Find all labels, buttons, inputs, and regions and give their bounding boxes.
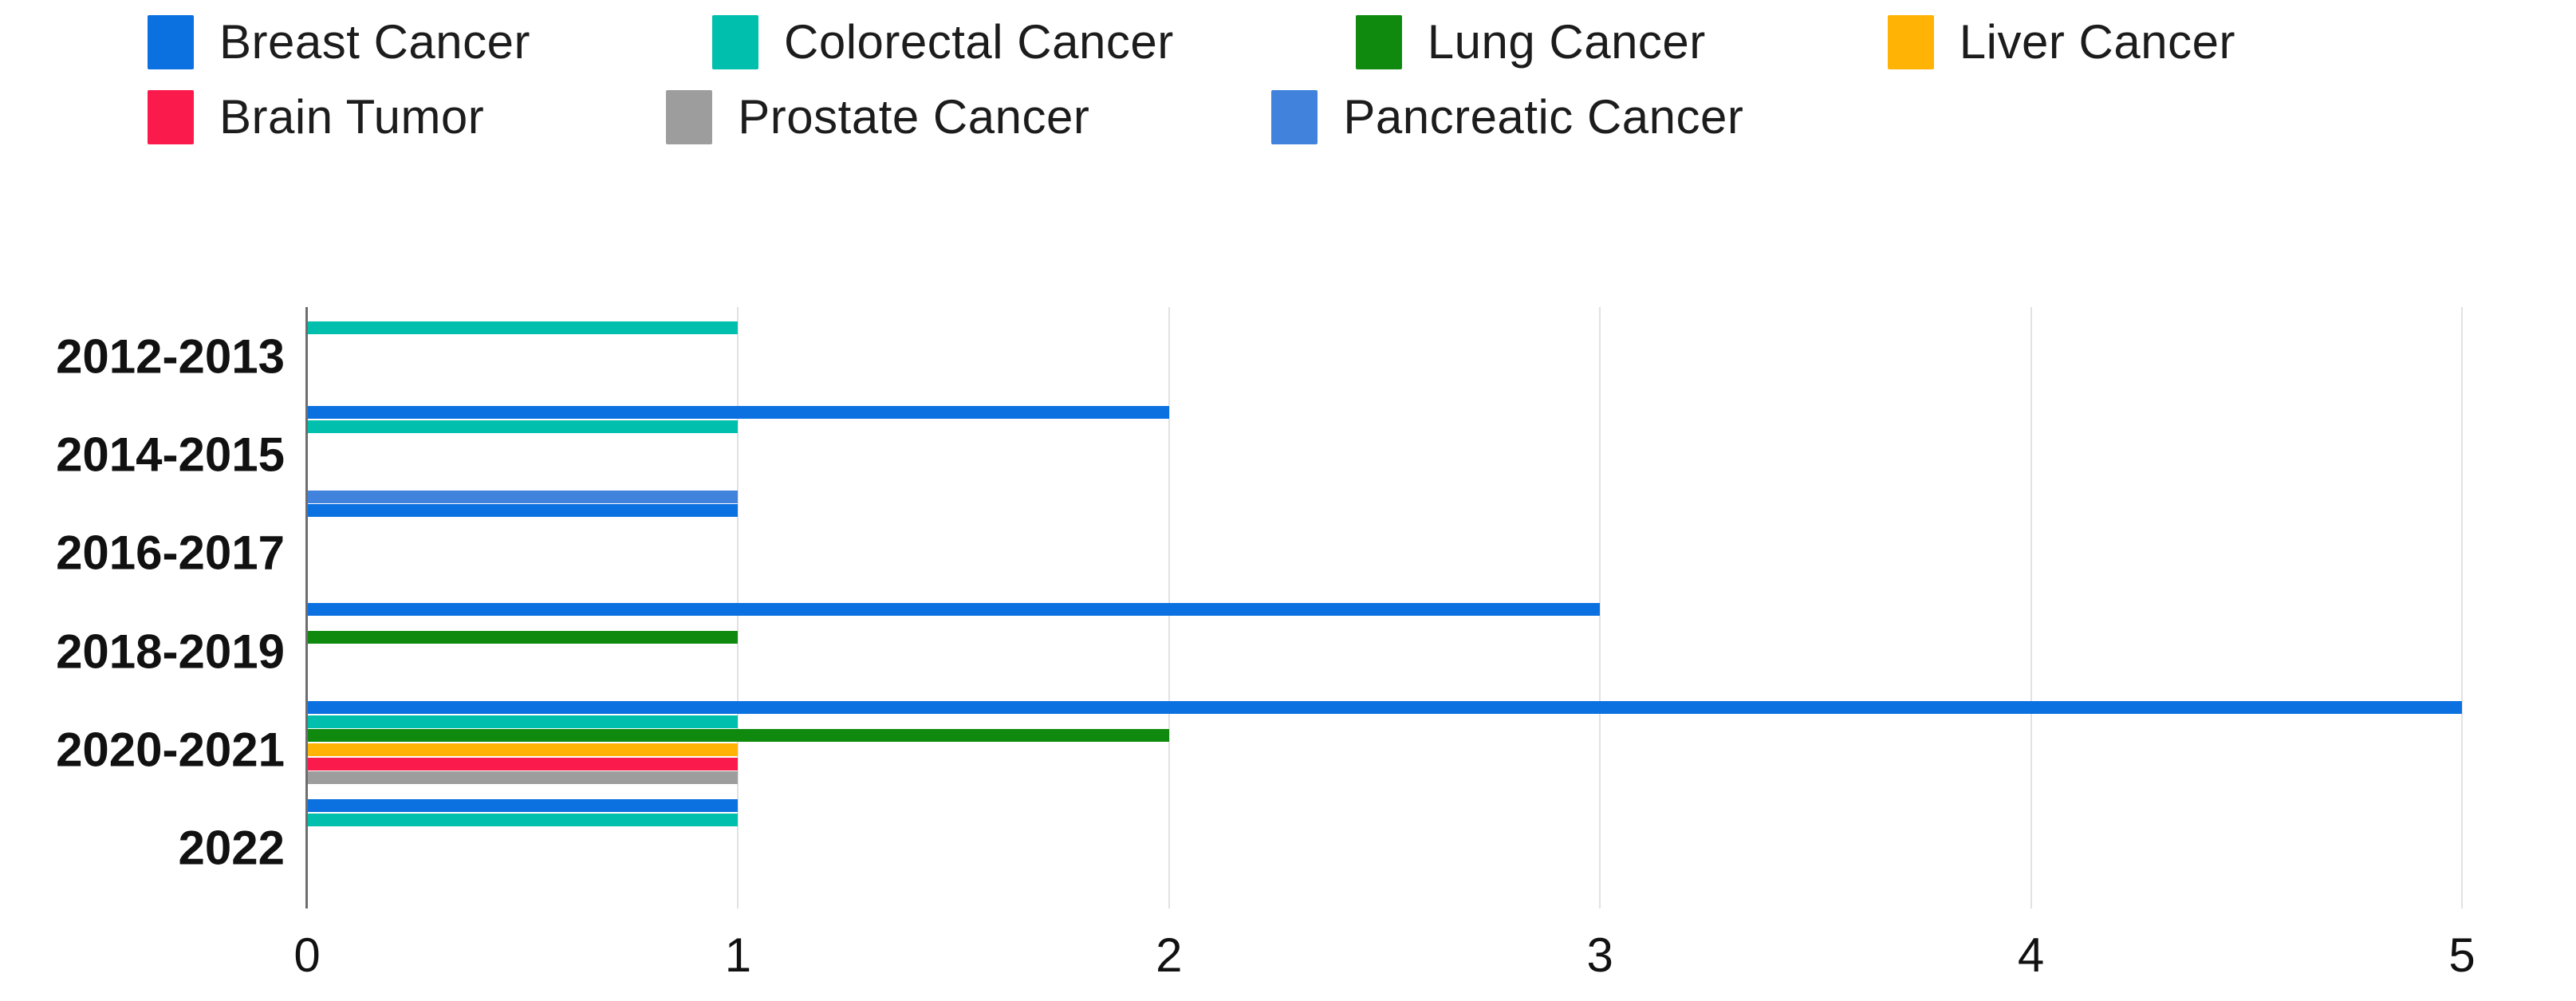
legend-label: Pancreatic Cancer bbox=[1343, 90, 1744, 144]
bar[interactable] bbox=[308, 715, 739, 728]
bar[interactable] bbox=[308, 420, 739, 433]
bar[interactable] bbox=[308, 799, 739, 813]
legend-item[interactable]: Pancreatic Cancer bbox=[1271, 89, 1743, 145]
bar[interactable] bbox=[308, 814, 739, 827]
y-axis-category-label: 2020-2021 bbox=[56, 723, 285, 777]
legend-swatch-icon bbox=[148, 90, 194, 144]
bar[interactable] bbox=[308, 743, 739, 756]
legend-label: Brain Tumor bbox=[219, 90, 485, 144]
legend-label: Lung Cancer bbox=[1427, 15, 1706, 69]
y-axis-line bbox=[305, 307, 308, 908]
bar[interactable] bbox=[308, 729, 1169, 743]
legend-swatch-icon bbox=[666, 90, 713, 144]
bar[interactable] bbox=[308, 406, 1169, 420]
legend-swatch-icon bbox=[1887, 15, 1934, 69]
bar[interactable] bbox=[308, 701, 2462, 715]
legend-label: Colorectal Cancer bbox=[784, 15, 1174, 69]
y-axis-category-label: 2016-2017 bbox=[56, 526, 285, 580]
legend-item[interactable]: Brain Tumor bbox=[148, 89, 484, 145]
y-axis-category-label: 2014-2015 bbox=[56, 428, 285, 482]
x-axis-tick-label: 3 bbox=[1586, 928, 1613, 982]
gridline bbox=[2461, 307, 2463, 908]
legend-label: Liver Cancer bbox=[1959, 15, 2235, 69]
legend-swatch-icon bbox=[1271, 90, 1318, 144]
bar[interactable] bbox=[308, 602, 1601, 616]
legend-swatch-icon bbox=[148, 15, 194, 69]
x-axis-tick-label: 2 bbox=[1156, 928, 1183, 982]
legend-item[interactable]: Prostate Cancer bbox=[666, 89, 1089, 145]
gridline bbox=[1599, 307, 1601, 908]
bar[interactable] bbox=[308, 771, 739, 785]
x-axis-tick-label: 0 bbox=[293, 928, 321, 982]
bar[interactable] bbox=[308, 631, 739, 644]
legend: Breast Cancer Colorectal Cancer Lung Cance… bbox=[148, 14, 2468, 145]
y-axis-category-label: 2018-2019 bbox=[56, 625, 285, 679]
gridline bbox=[2030, 307, 2032, 908]
legend-item[interactable]: Breast Cancer bbox=[148, 14, 530, 70]
legend-swatch-icon bbox=[712, 15, 758, 69]
legend-label: Prostate Cancer bbox=[738, 90, 1090, 144]
x-axis-tick-label: 1 bbox=[724, 928, 752, 982]
legend-swatch-icon bbox=[1355, 15, 1402, 69]
bar[interactable] bbox=[308, 490, 739, 503]
x-axis-tick-label: 5 bbox=[2448, 928, 2476, 982]
y-axis-category-label: 2022 bbox=[178, 821, 285, 875]
bar[interactable] bbox=[308, 504, 739, 518]
bar[interactable] bbox=[308, 321, 739, 335]
legend-item[interactable]: Liver Cancer bbox=[1887, 14, 2235, 70]
legend-item[interactable]: Colorectal Cancer bbox=[712, 14, 1174, 70]
y-axis-category-label: 2012-2013 bbox=[56, 329, 285, 384]
legend-label: Breast Cancer bbox=[219, 15, 530, 69]
x-axis-tick-label: 4 bbox=[2017, 928, 2045, 982]
legend-item[interactable]: Lung Cancer bbox=[1355, 14, 1706, 70]
bar[interactable] bbox=[308, 757, 739, 770]
